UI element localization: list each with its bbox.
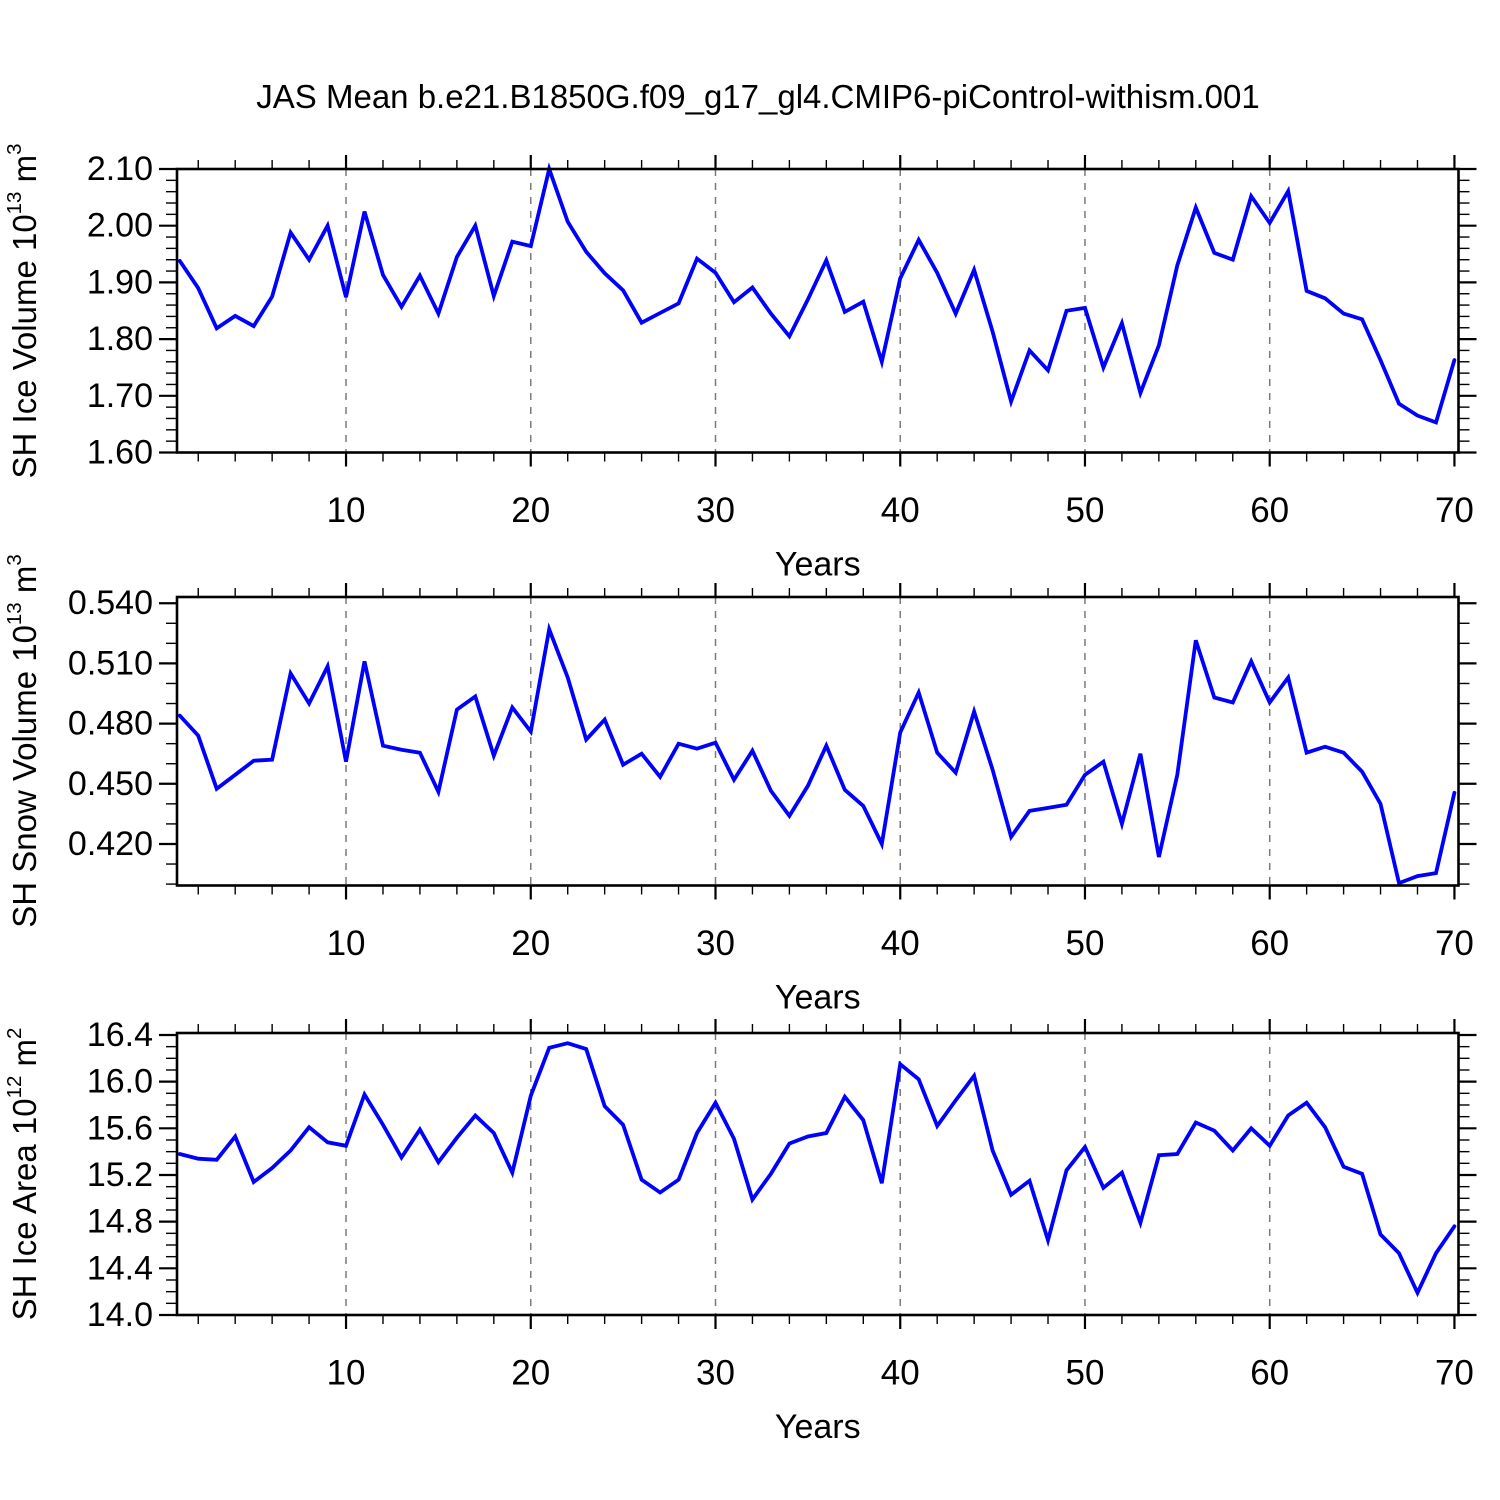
x-tick-label: 70 xyxy=(1435,924,1474,963)
x-tick-label: 20 xyxy=(511,924,550,963)
y-tick-label: 14.0 xyxy=(87,1296,153,1334)
chart-title: JAS Mean b.e21.B1850G.f09_g17_gl4.CMIP6-… xyxy=(256,78,1260,115)
x-axis-title: Years xyxy=(775,979,861,1017)
y-tick-label: 15.2 xyxy=(87,1156,153,1194)
y-tick-label: 1.90 xyxy=(87,263,153,301)
y-tick-label: 0.450 xyxy=(68,765,153,803)
x-tick-label: 10 xyxy=(327,924,366,963)
x-tick-label: 50 xyxy=(1065,1354,1104,1393)
x-tick-label: 40 xyxy=(881,1354,920,1393)
x-tick-label: 60 xyxy=(1250,491,1289,530)
y-tick-label: 14.4 xyxy=(87,1249,153,1287)
x-tick-label: 10 xyxy=(327,1354,366,1393)
y-tick-label: 2.00 xyxy=(87,207,153,245)
y-tick-label: 16.4 xyxy=(87,1016,153,1054)
x-axis-title: Years xyxy=(775,1408,861,1446)
x-tick-label: 70 xyxy=(1435,1354,1474,1393)
axis-box xyxy=(175,167,1460,454)
axis-box xyxy=(175,1031,1460,1317)
x-tick-label: 30 xyxy=(696,924,735,963)
series-line-sh-ice-area xyxy=(177,1041,1457,1298)
series-line-sh-snow-volume xyxy=(177,622,1457,886)
x-tick-label: 30 xyxy=(696,491,735,530)
x-tick-label: 10 xyxy=(327,491,366,530)
y-tick-label: 1.70 xyxy=(87,377,153,415)
y-tick-label: 2.10 xyxy=(87,150,153,188)
y-tick-label: 0.420 xyxy=(68,825,153,863)
y-tick-label: 0.510 xyxy=(68,644,153,682)
y-tick-label: 1.60 xyxy=(87,434,153,472)
x-tick-label: 30 xyxy=(696,1354,735,1393)
y-tick-label: 15.6 xyxy=(87,1109,153,1147)
x-axis-title: Years xyxy=(775,546,861,584)
x-tick-label: 70 xyxy=(1435,491,1474,530)
x-tick-label: 60 xyxy=(1250,924,1289,963)
y-tick-label: 16.0 xyxy=(87,1063,153,1101)
x-tick-label: 40 xyxy=(881,491,920,530)
x-tick-label: 40 xyxy=(881,924,920,963)
y-tick-label: 14.8 xyxy=(87,1203,153,1241)
x-tick-label: 20 xyxy=(511,491,550,530)
x-tick-label: 20 xyxy=(511,1354,550,1393)
y-tick-label: 0.540 xyxy=(68,584,153,622)
y-tick-label: 0.480 xyxy=(68,705,153,743)
axis-box xyxy=(175,595,1460,887)
x-tick-label: 60 xyxy=(1250,1354,1289,1393)
x-tick-label: 50 xyxy=(1065,924,1104,963)
y-tick-label: 1.80 xyxy=(87,320,153,358)
series-line-sh-ice-volume xyxy=(177,162,1457,425)
x-tick-label: 50 xyxy=(1065,491,1104,530)
